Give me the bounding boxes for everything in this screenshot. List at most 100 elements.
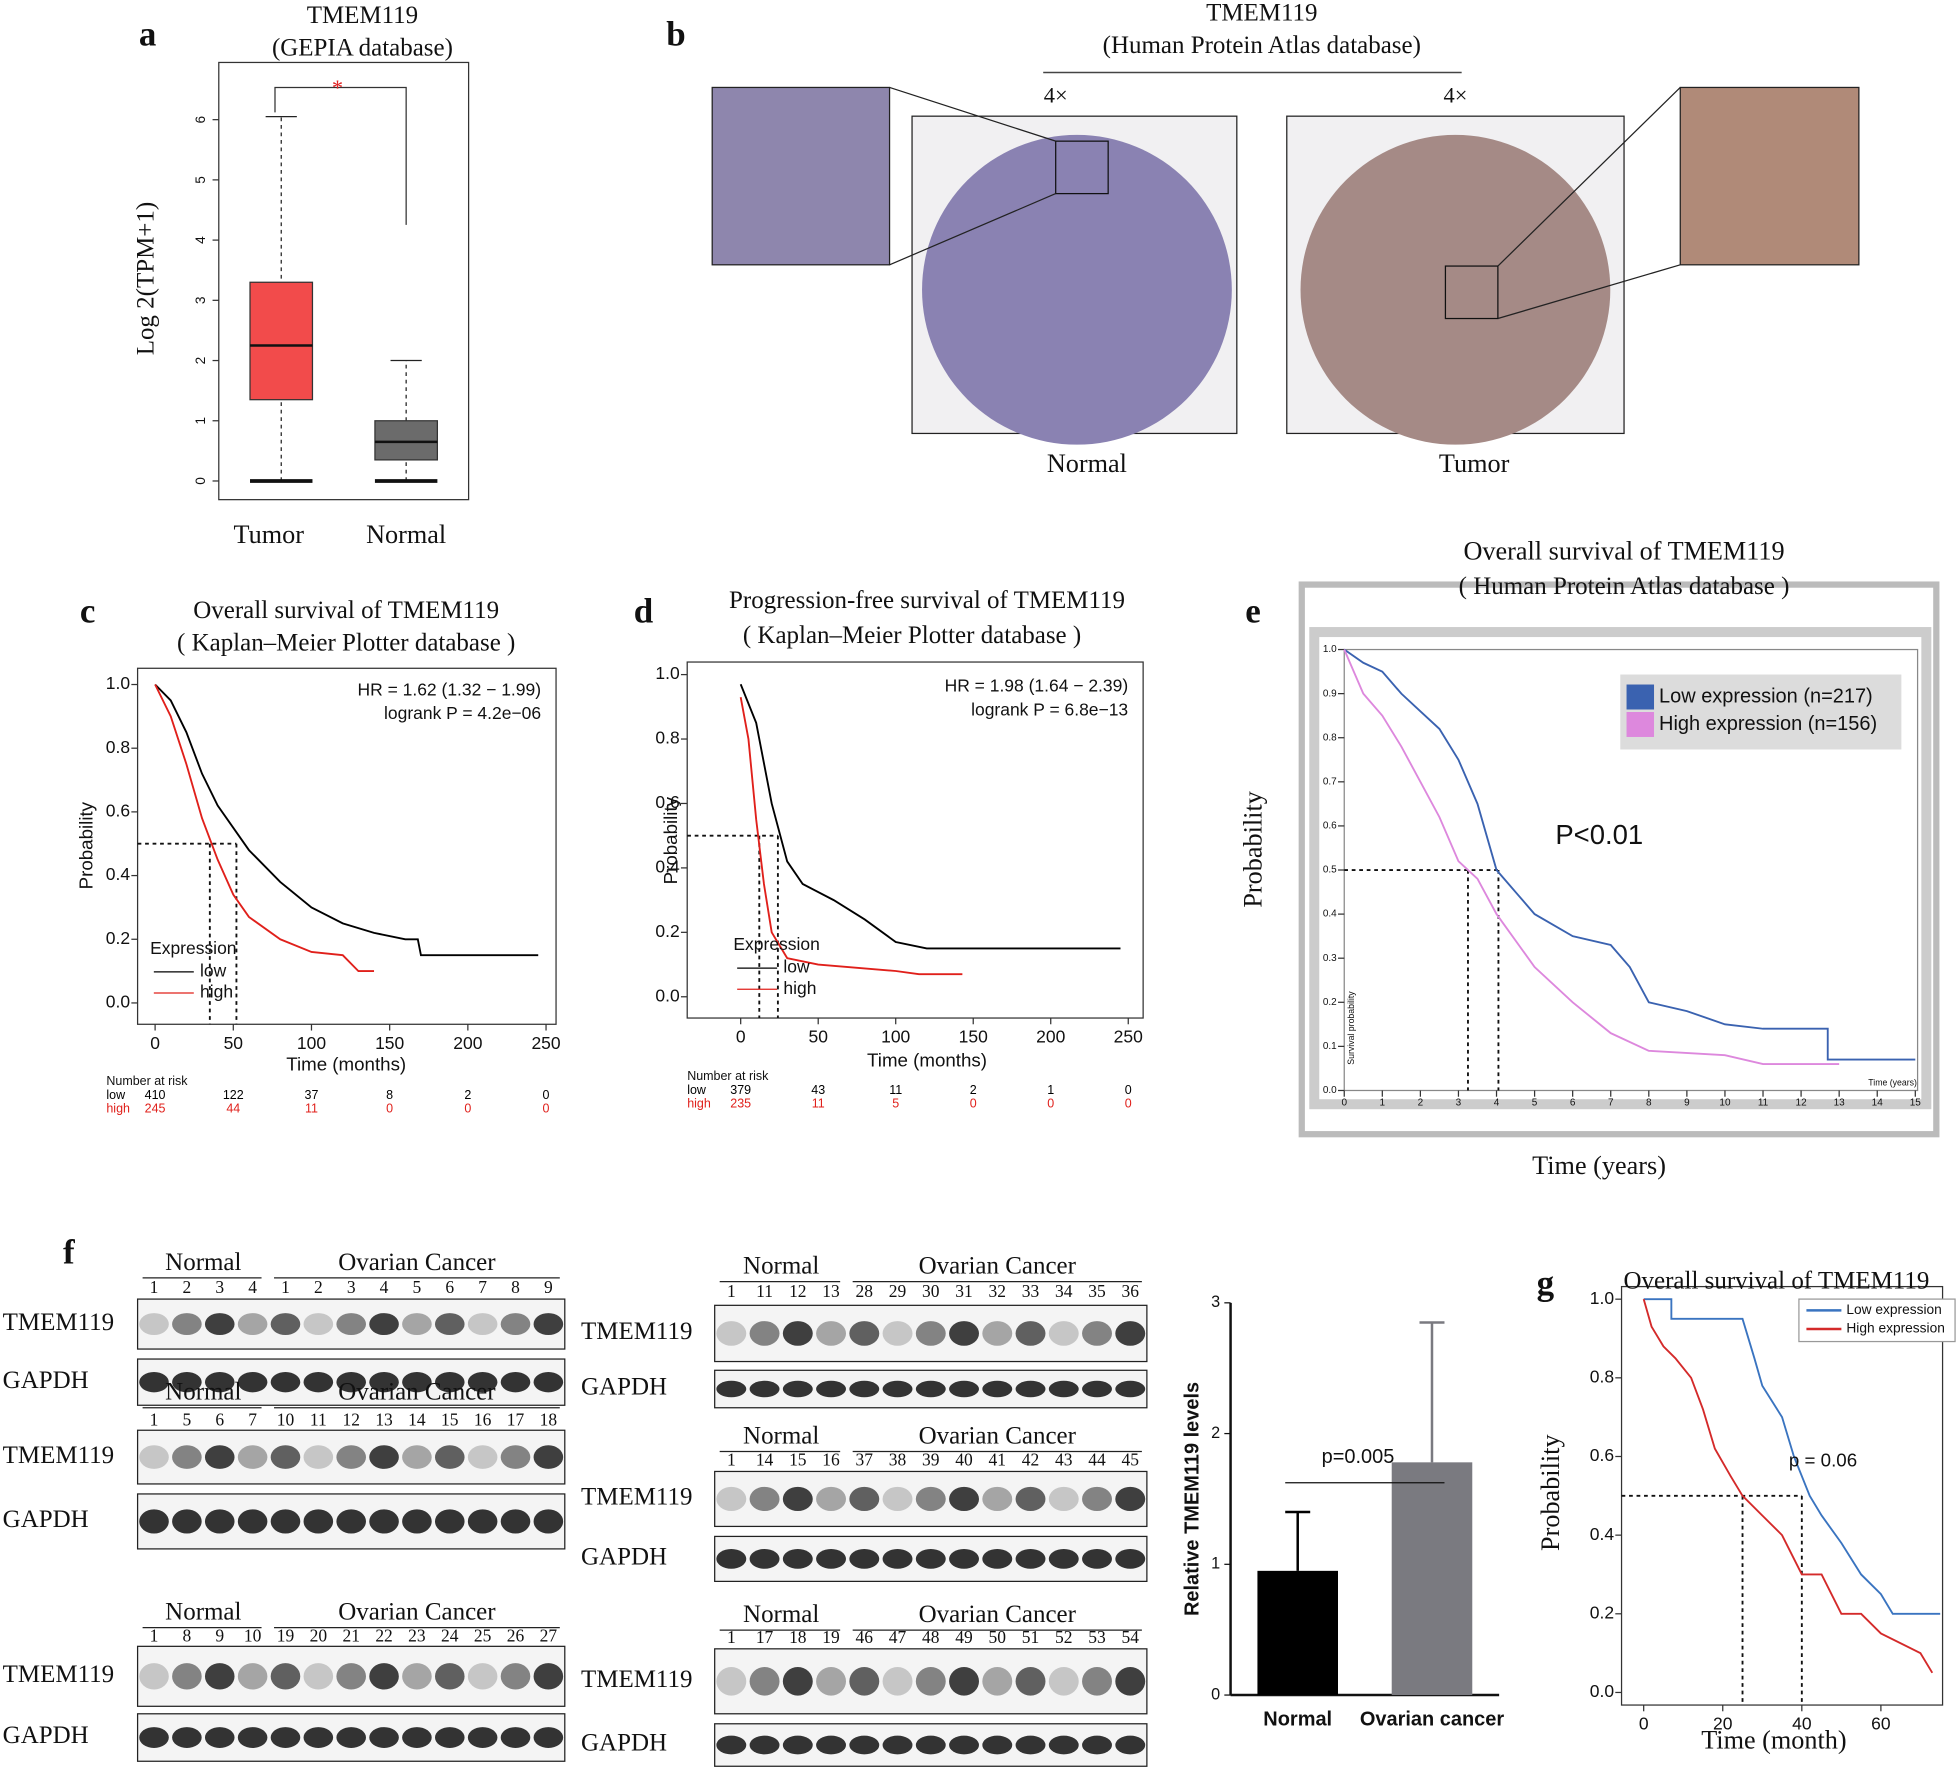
x-tick-label: 13: [1834, 1098, 1846, 1109]
blot-band: [270, 1727, 301, 1748]
protein-label: TMEM119: [581, 1318, 692, 1345]
blot-band: [1115, 1735, 1146, 1755]
x-tick-label: 11: [1758, 1098, 1769, 1109]
lane-number: 1: [150, 1626, 159, 1646]
legend-label: low: [200, 960, 227, 980]
lane-number: 39: [922, 1449, 940, 1469]
lane-number: 12: [342, 1410, 359, 1430]
blot-band: [467, 1727, 498, 1748]
blot-band: [915, 1380, 946, 1398]
group-label: Normal: [165, 1599, 241, 1626]
y-tick-label: 2: [1211, 1424, 1220, 1442]
legend-label: Low expression: [1846, 1302, 1941, 1317]
blot-band: [982, 1735, 1013, 1755]
x-tick-label: 7: [1608, 1098, 1614, 1109]
plot-frame: [686, 661, 1144, 1019]
lane-number: 17: [756, 1627, 774, 1647]
y-tick-label: 0.8: [1590, 1366, 1614, 1386]
blot-band: [816, 1667, 847, 1696]
blot-band: [1048, 1380, 1079, 1398]
annotation: logrank P = 4.2e−06: [384, 703, 541, 723]
blot-band: [270, 1371, 301, 1393]
group-label: Normal: [165, 1379, 241, 1406]
blot-band: [1115, 1549, 1146, 1569]
blot-band: [139, 1509, 169, 1534]
blot-band: [782, 1667, 813, 1696]
x-tick-label: 50: [808, 1027, 828, 1047]
lane-number: 1: [727, 1449, 736, 1469]
lane-number: 42: [1022, 1449, 1039, 1469]
lane-number: 51: [1022, 1627, 1039, 1647]
blot-band: [882, 1380, 913, 1398]
lane-number: 22: [375, 1626, 392, 1646]
survival-curve: [1343, 648, 1916, 1061]
y-tick-label: 1: [193, 417, 208, 425]
lane-number: 49: [955, 1627, 973, 1647]
zoom-line: [889, 193, 1056, 266]
zoom-line: [889, 86, 1056, 142]
blot-band: [369, 1371, 399, 1393]
y-tick-label: 3: [1211, 1293, 1220, 1311]
lane-number: 10: [277, 1410, 295, 1430]
risk-count: 122: [223, 1088, 244, 1102]
y-tick-label: 1.0: [1323, 644, 1337, 655]
lane-number: 16: [822, 1449, 840, 1469]
y-tick-label: 2: [193, 357, 208, 365]
blot-band: [533, 1727, 564, 1748]
blot-band: [849, 1549, 880, 1569]
blot-band: [1048, 1486, 1079, 1512]
lane-number: 33: [1022, 1281, 1040, 1301]
lane-number: 8: [511, 1277, 520, 1297]
chart-subtitle: ( Kaplan–Meier Plotter database ): [177, 629, 515, 656]
lane-number: 18: [789, 1627, 807, 1647]
x-tick-label: 200: [453, 1033, 482, 1053]
lane-number: 17: [507, 1410, 525, 1430]
legend-label: high: [783, 978, 816, 998]
x-tick-label: 20: [1713, 1714, 1733, 1734]
y-tick-label: 0.4: [1590, 1524, 1615, 1544]
lane-number: 53: [1088, 1627, 1106, 1647]
group-label: Normal: [165, 1249, 241, 1276]
blot-band: [749, 1549, 780, 1569]
normal-core: [922, 134, 1232, 445]
lane-number: 27: [540, 1626, 558, 1646]
blot-band: [982, 1380, 1013, 1398]
x-tick-label: 5: [1532, 1098, 1538, 1109]
group-label: Normal: [743, 1253, 819, 1280]
blot-band: [139, 1445, 169, 1469]
x-tick-label: 0: [150, 1033, 160, 1053]
blot-band: [1082, 1486, 1112, 1512]
lane-number: 5: [413, 1277, 422, 1297]
blot-band: [749, 1667, 780, 1696]
blot-band: [1115, 1486, 1146, 1512]
panel-subtitle: (Human Protein Atlas database): [1103, 32, 1421, 59]
risk-count: 0: [970, 1097, 977, 1111]
blot-band: [467, 1663, 498, 1690]
y-tick-label: 0.8: [655, 728, 679, 748]
lane-number: 11: [310, 1410, 327, 1430]
blot-band: [816, 1380, 847, 1398]
blot-band: [716, 1380, 747, 1398]
annotation: p = 0.06: [1789, 1449, 1857, 1470]
blot-band: [1082, 1321, 1112, 1346]
x-tick-label: 40: [1792, 1714, 1812, 1734]
panel-letter: f: [63, 1232, 75, 1271]
blot-band: [882, 1549, 913, 1569]
panel-e-frame: [1298, 581, 1940, 1138]
lane-number: 2: [183, 1277, 192, 1297]
survival-curve: [1343, 649, 1840, 1065]
lane-number: 43: [1055, 1449, 1073, 1469]
zoom-box: [1055, 140, 1109, 195]
lane-number: 9: [544, 1277, 553, 1297]
lane-number: 1: [281, 1277, 290, 1297]
blot-band: [172, 1727, 202, 1748]
y-axis-label: Probability: [1536, 1434, 1565, 1551]
chart-title: Overall survival of TMEM119: [1463, 536, 1784, 565]
blot-band: [949, 1549, 979, 1569]
blot-band: [816, 1735, 847, 1755]
panel-letter: e: [1245, 592, 1261, 631]
blot-band: [533, 1445, 564, 1469]
lane-number: 11: [756, 1281, 773, 1301]
blot-band: [303, 1663, 334, 1690]
